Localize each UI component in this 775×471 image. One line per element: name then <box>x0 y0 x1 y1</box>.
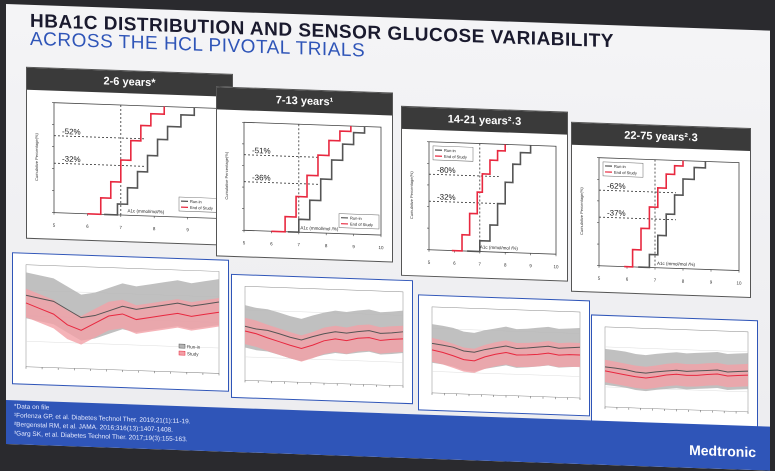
age-group-header: 14-21 years²˓3 <box>402 107 567 135</box>
pct-label: -36% <box>252 173 271 183</box>
x-tick-label: 5 <box>53 223 56 228</box>
x-tick-label: 10 <box>736 281 742 286</box>
x-tick-label: 6 <box>86 224 89 229</box>
legend-label: End of Study <box>350 222 373 228</box>
x-tick-label: 5 <box>243 240 246 245</box>
age-group-header: 2-6 years* <box>27 68 232 97</box>
legend-label: End of Study <box>614 170 637 176</box>
legend-label: Run-in <box>444 148 456 153</box>
x-tick-label: 6 <box>270 241 273 246</box>
x-tick-label: 5 <box>428 260 431 265</box>
legend-label: Run-in <box>187 344 201 349</box>
x-tick-label: 9 <box>529 263 532 268</box>
sensor-glucose-panel <box>418 294 590 416</box>
pct-label: -52% <box>62 127 81 137</box>
y-axis-label: Cumulative Percentage(%) <box>34 132 39 181</box>
x-tick-label: 6 <box>626 277 629 282</box>
age-group-panel: 14-21 years²˓3 5 6 7 8 9 10 Cumulative Percenta… <box>401 106 568 282</box>
pct-label: -51% <box>252 146 271 156</box>
age-group-header: 22-75 years²˓3 <box>572 123 750 151</box>
age-group-header: 7-13 years¹ <box>217 87 392 115</box>
legend-label: Run-in <box>350 216 362 221</box>
legend-label: Run-in <box>190 199 202 204</box>
legend-swatch <box>179 351 185 355</box>
x-tick-label: 8 <box>682 279 685 284</box>
x-tick-label: 6 <box>453 261 456 266</box>
medtronic-logo: Medtronic <box>689 442 756 460</box>
x-tick-label: 10 <box>378 245 384 250</box>
footnote: *Data on file <box>14 403 49 411</box>
pct-label: -62% <box>607 181 626 191</box>
pct-label: -37% <box>607 208 626 218</box>
age-group-panel: 22-75 years²˓3 5 6 7 8 9 10 Cumulative Percenta… <box>571 122 751 298</box>
x-tick-label: 5 <box>598 276 601 281</box>
x-tick-label: 8 <box>153 226 156 231</box>
x-tick-label: 7 <box>120 225 123 230</box>
x-tick-label: 9 <box>710 280 713 285</box>
legend-label: Study <box>187 351 199 356</box>
age-group-panel: 7-13 years¹ 5 6 7 8 9 10 Cumulative Percentage(… <box>216 86 393 262</box>
glucose-variability-chart <box>595 319 754 427</box>
sensor-glucose-panel: Run-in Study <box>12 252 229 392</box>
legend-label: End of Study <box>190 205 213 211</box>
glucose-variability-chart <box>422 299 586 413</box>
x-tick-label: 7 <box>654 278 657 283</box>
glucose-variability-chart <box>235 278 409 400</box>
sensor-glucose-panel <box>591 314 758 430</box>
pct-label: -32% <box>62 154 81 164</box>
pct-label: -80% <box>437 165 456 175</box>
y-axis-label: Cumulative Percentage(%) <box>579 186 584 235</box>
x-tick-label: 8 <box>325 243 328 248</box>
legend-label: End of Study <box>444 154 467 160</box>
x-tick-label: 7 <box>298 242 301 247</box>
x-tick-label: 8 <box>504 262 507 267</box>
y-axis-label: Cumulative Percentage(%) <box>224 151 229 200</box>
y-axis-label: Cumulative Percentage(%) <box>409 171 414 220</box>
slide: HBA1C DISTRIBUTION AND SENSOR GLUCOSE VA… <box>6 4 770 471</box>
legend-swatch <box>179 344 185 348</box>
x-tick-label: 9 <box>352 244 355 249</box>
x-tick-label: 9 <box>186 227 189 232</box>
x-tick-label: 7 <box>479 262 482 267</box>
glucose-variability-chart: Run-in Study <box>16 256 225 387</box>
x-tick-label: 10 <box>553 264 559 269</box>
sensor-glucose-panel <box>231 274 413 404</box>
pct-label: -32% <box>437 192 456 202</box>
legend-label: Run-in <box>614 164 626 169</box>
